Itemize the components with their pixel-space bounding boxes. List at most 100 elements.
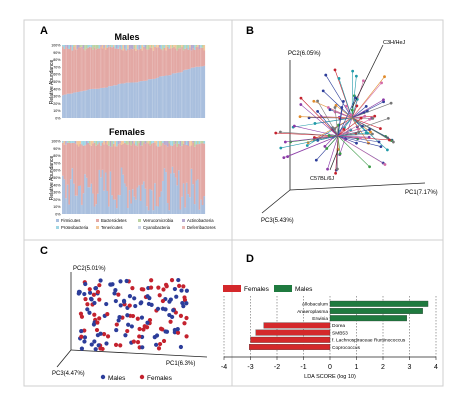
firmicutes-segment <box>197 66 199 118</box>
spider-line <box>351 117 394 143</box>
other-phyla-segment <box>116 45 118 49</box>
bacteroidetes-segment <box>160 49 163 77</box>
spider-line <box>337 128 359 137</box>
other-phyla-segment <box>144 45 147 49</box>
bacteroidetes-segment <box>125 50 128 83</box>
firmicutes-segment <box>101 169 104 214</box>
other-phyla-segment <box>184 45 187 49</box>
spider-point <box>364 131 368 135</box>
bacteroidetes-segment <box>171 145 174 167</box>
ytick-label: 20% <box>53 102 61 106</box>
firmicutes-segment <box>203 196 206 214</box>
bacteroidetes-segment <box>112 46 115 86</box>
bacteroidetes-segment <box>98 142 101 170</box>
male-point <box>129 324 134 329</box>
bacteroidetes-segment <box>74 143 77 196</box>
spider-point <box>323 144 327 148</box>
spider-point <box>369 130 372 134</box>
firmicutes-segment <box>62 95 64 118</box>
bacteroidetes-segment <box>174 143 177 178</box>
spider-line <box>351 106 367 119</box>
firmicutes-segment <box>76 195 78 214</box>
firmicutes-segment <box>85 90 88 118</box>
firmicutes-segment <box>163 75 166 118</box>
other-phyla-segment <box>190 141 193 146</box>
firmicutes-segment <box>89 187 91 214</box>
other-phyla-segment <box>184 141 187 145</box>
firmicutes-segment <box>123 83 126 118</box>
taxon-label: f. Lachnospiraceae Ruminococcus <box>332 338 406 344</box>
bacteroidetes-segment <box>92 49 94 89</box>
other-phyla-segment <box>174 141 177 144</box>
other-phyla-segment <box>136 141 139 147</box>
bacteroidetes-segment <box>143 142 145 182</box>
other-phyla-segment <box>90 45 93 48</box>
bacteroidetes-segment <box>160 145 163 192</box>
firmicutes-segment <box>111 85 113 118</box>
bacteroidetes-segment <box>162 50 164 77</box>
spider-line <box>351 117 381 129</box>
other-phyla-segment <box>109 141 112 147</box>
other-phyla-segment <box>162 45 164 51</box>
ytick-label: 30% <box>53 95 61 99</box>
other-phyla-segment <box>95 141 98 146</box>
other-phyla-segment <box>133 141 136 144</box>
male-point <box>125 313 130 318</box>
spider-line <box>351 99 358 119</box>
firmicutes-segment <box>139 81 142 118</box>
bacteroidetes-segment <box>179 48 182 73</box>
bacteroidetes-segment <box>76 49 78 93</box>
bacteroidetes-segment <box>141 145 144 185</box>
spider-line <box>351 117 368 134</box>
bacteroidetes-segment <box>158 47 161 77</box>
female-point <box>97 316 102 321</box>
other-phyla-segment <box>89 141 91 145</box>
bacteroidetes-segment <box>123 48 126 84</box>
male-point <box>175 327 180 332</box>
other-phyla-segment <box>122 141 125 144</box>
female-point <box>94 327 100 333</box>
other-phyla-segment <box>76 45 78 50</box>
other-phyla-segment <box>103 45 105 48</box>
bacteroidetes-segment <box>166 146 169 204</box>
firmicutes-segment <box>131 82 134 118</box>
other-phyla-segment <box>192 141 194 143</box>
bacteroidetes-segment <box>185 47 188 70</box>
bacteroidetes-segment <box>103 144 105 191</box>
male-point <box>179 288 184 293</box>
d-legend-females: Females <box>244 286 270 293</box>
other-phyla-segment <box>195 141 198 145</box>
ytick-label: 30% <box>53 191 61 195</box>
firmicutes-segment <box>184 207 187 214</box>
spider-point <box>368 128 371 131</box>
bacteroidetes-segment <box>135 145 137 200</box>
male-point <box>113 298 118 304</box>
bacteroidetes-segment <box>179 146 182 210</box>
bacteroidetes-segment <box>119 46 121 84</box>
male-point <box>127 294 133 299</box>
female-point <box>79 334 84 339</box>
firmicutes-segment <box>122 83 125 118</box>
other-phyla-segment <box>157 141 160 147</box>
bacteroidetes-segment <box>114 48 117 86</box>
firmicutes-segment <box>201 205 204 214</box>
other-phyla-segment <box>85 141 88 145</box>
firmicutes-segment <box>177 72 180 118</box>
firmicutes-segment <box>108 86 110 118</box>
spider-line <box>337 119 370 137</box>
bacteroidetes-segment <box>74 49 77 93</box>
ytick-label: 0% <box>55 213 61 217</box>
firmicutes-segment <box>123 183 126 214</box>
spider-point <box>383 75 386 79</box>
firmicutes-segment <box>163 168 166 214</box>
firmicutes-segment <box>100 88 102 118</box>
bacteroidetes-segment <box>176 146 179 186</box>
other-phyla-segment <box>131 45 134 50</box>
firmicutes-segment <box>130 203 133 214</box>
bacteroidetes-segment <box>131 49 134 83</box>
spider-line <box>294 125 339 137</box>
other-phyla-segment <box>141 141 144 146</box>
firmicutes-segment <box>200 66 202 118</box>
other-phyla-segment <box>185 45 188 48</box>
firmicutes-segment <box>192 184 194 214</box>
